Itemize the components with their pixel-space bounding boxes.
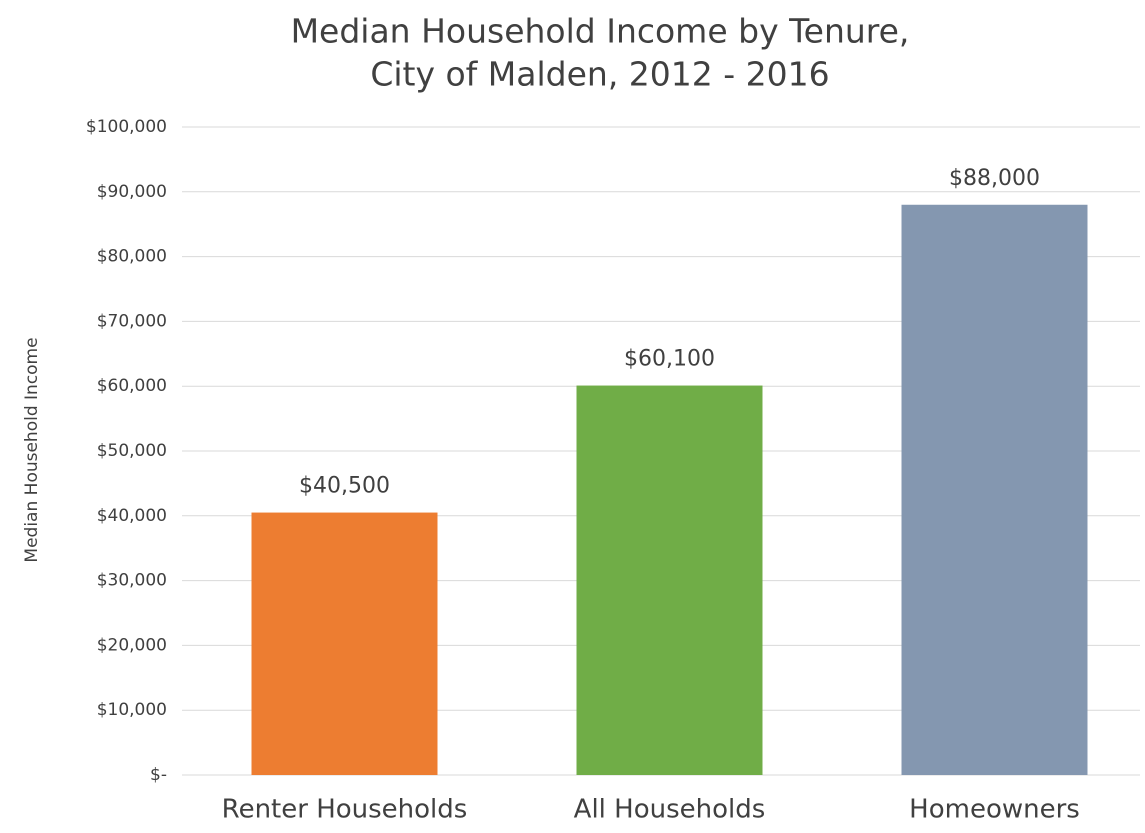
data-label: $40,500 (299, 474, 390, 499)
y-tick-label: $80,000 (97, 247, 167, 267)
data-label: $60,100 (624, 347, 715, 372)
y-tick-label: $20,000 (97, 635, 167, 655)
bar (251, 512, 438, 775)
bar (576, 385, 763, 775)
chart-title: City of Malden, 2012 - 2016 (370, 55, 829, 94)
y-tick-label: $70,000 (97, 311, 167, 331)
chart-title: Median Household Income by Tenure, (291, 12, 910, 51)
y-tick-label: $50,000 (97, 441, 167, 461)
y-tick-label: $60,000 (97, 376, 167, 396)
y-tick-label: $30,000 (97, 571, 167, 591)
y-tick-label: $100,000 (86, 117, 167, 137)
data-label: $88,000 (949, 166, 1040, 191)
bar (901, 204, 1088, 775)
x-tick-label: Renter Households (222, 795, 468, 825)
y-tick-label: $10,000 (97, 700, 167, 720)
y-tick-label: $90,000 (97, 182, 167, 202)
y-tick-label: $40,000 (97, 506, 167, 526)
x-tick-label: Homeowners (909, 795, 1080, 825)
x-tick-label: All Households (574, 795, 766, 825)
y-axis-label: Median Household Income (22, 337, 42, 562)
y-tick-label: $- (150, 765, 167, 785)
